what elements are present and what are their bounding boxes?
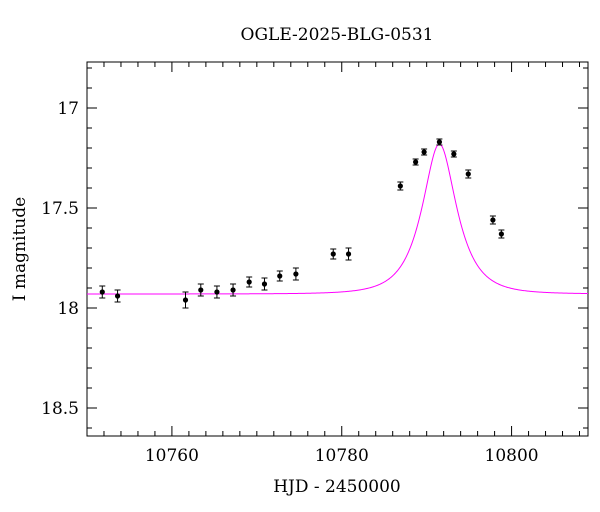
y-tick-label: 17.5 [41, 199, 79, 219]
point-marker [498, 231, 504, 237]
point-marker [182, 297, 189, 303]
data-point [412, 158, 419, 166]
point-marker [451, 151, 457, 157]
tick-labels: 10760 10780 10800 17 17.5 18 18.5 [41, 99, 538, 466]
data-point [436, 138, 443, 146]
data-point [397, 181, 404, 191]
data-point [489, 215, 496, 225]
plot-frame [86, 61, 589, 437]
point-marker [277, 273, 283, 279]
data-point [465, 169, 472, 179]
point-marker [465, 171, 471, 177]
point-marker [397, 183, 403, 189]
point-marker [330, 251, 336, 257]
data-point [276, 270, 283, 282]
data-point [197, 283, 204, 297]
data-point [450, 150, 457, 158]
chart-title: OGLE-2025-BLG-0531 [241, 25, 434, 45]
point-marker [261, 281, 268, 287]
axis-ticks [86, 62, 588, 436]
data-point [345, 247, 352, 261]
point-marker [198, 287, 204, 293]
x-axis-label: HJD - 2450000 [273, 477, 401, 497]
point-marker [293, 271, 299, 277]
point-marker [214, 289, 220, 295]
data-point [99, 285, 106, 299]
x-tick-label: 10760 [145, 446, 199, 466]
data-point [330, 248, 337, 260]
data-point [261, 277, 268, 291]
data-point [213, 285, 220, 299]
data-point [421, 148, 428, 156]
x-tick-label: 10800 [485, 446, 539, 466]
data-point [498, 229, 505, 239]
data-point [230, 283, 237, 297]
point-marker [421, 149, 427, 155]
y-tick-label: 17 [57, 99, 79, 119]
data-point [182, 291, 189, 309]
point-marker [490, 217, 496, 223]
model-curve [87, 143, 589, 295]
data-points [99, 138, 505, 309]
x-tick-label: 10780 [315, 446, 369, 466]
point-marker [345, 251, 352, 257]
data-point [114, 289, 121, 303]
point-marker [114, 293, 121, 299]
point-marker [99, 289, 105, 295]
y-axis-label: I magnitude [10, 197, 30, 301]
point-marker [230, 287, 236, 293]
y-tick-label: 18.5 [41, 399, 79, 419]
data-point [292, 267, 299, 281]
point-marker [436, 139, 442, 145]
point-marker [413, 159, 419, 165]
y-tick-label: 18 [57, 299, 79, 319]
data-point [246, 276, 253, 288]
point-marker [246, 279, 252, 285]
